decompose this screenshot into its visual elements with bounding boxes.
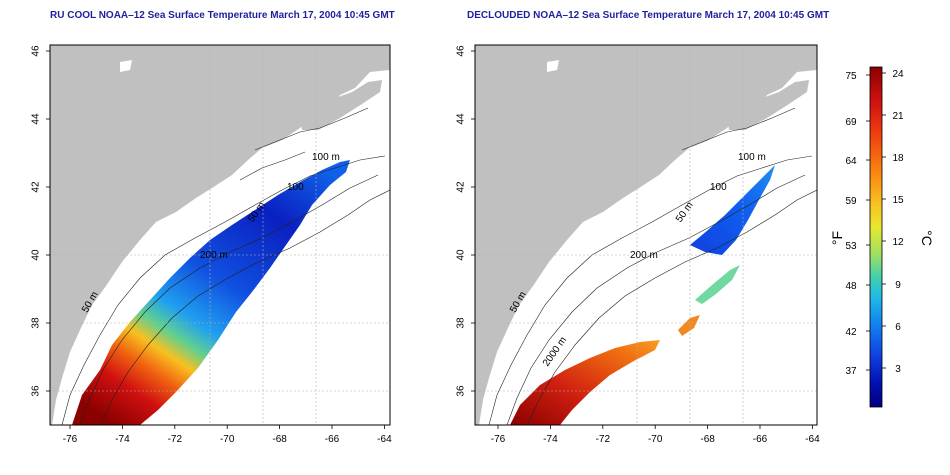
- right-sst-south: [510, 340, 660, 425]
- colorbar-f-label: 59: [845, 196, 857, 207]
- colorbar-f-label: 48: [845, 281, 857, 292]
- left-y-tick-label: 36: [31, 385, 42, 397]
- left-x-tick-label: -76: [63, 434, 78, 445]
- colorbar-f-label: 69: [845, 117, 857, 128]
- right-sst-green: [695, 265, 740, 304]
- right-lake: [547, 60, 559, 72]
- right-y-tick-label: 46: [456, 45, 467, 57]
- right-y-tick-label: 42: [456, 181, 467, 193]
- left-grid: [50, 45, 390, 425]
- right-y-tick-label: 36: [456, 385, 467, 397]
- left-map-panel: 100 m 100 50 m 200 m 50 m: [49, 44, 391, 426]
- right-sst-mid: [678, 315, 700, 336]
- colorbar-c-label: 15: [892, 195, 904, 206]
- left-y-tick-label: 46: [31, 45, 42, 57]
- right-contour-label-1: 100 m: [738, 152, 766, 163]
- left-x-tick-label: -68: [272, 434, 287, 445]
- right-y-tick-label: 38: [456, 317, 467, 329]
- left-x-tick-label: -64: [377, 434, 392, 445]
- colorbar-gradient: [869, 66, 883, 408]
- right-x-tick-label: -72: [596, 434, 611, 445]
- left-sst-swath: [72, 160, 350, 425]
- left-x-tick-label: -74: [115, 434, 130, 445]
- right-bay: [682, 160, 707, 182]
- colorbar: °F °C 75 69 64 59 53 48 42 37 24 21 18 15 12 9 6 3: [829, 66, 935, 408]
- left-contour-label-2: 100: [287, 182, 304, 193]
- left-y-tick-label: 40: [31, 249, 42, 261]
- left-bathymetry-contours: [61, 107, 390, 425]
- colorbar-c-label: 9: [895, 280, 901, 291]
- colorbar-f-label: 64: [845, 156, 857, 167]
- right-x-tick-label: -74: [543, 434, 558, 445]
- axes: -76 -74 -72 -70 -68 -66 -64 36 38 40 42 44 46 -76 -74 -…: [31, 45, 820, 445]
- colorbar-f-label: 37: [845, 366, 857, 377]
- right-x-tick-label: -76: [491, 434, 506, 445]
- colorbar-f-label: 42: [845, 327, 857, 338]
- left-y-tick-label: 44: [31, 113, 42, 125]
- left-bay: [255, 160, 280, 182]
- left-contour-label-1: 100 m: [312, 152, 340, 163]
- right-y-tick-label: 44: [456, 113, 467, 125]
- unit-fahrenheit: °F: [829, 231, 845, 245]
- right-grid: [475, 45, 817, 425]
- colorbar-c-label: 3: [895, 364, 901, 375]
- left-lake: [120, 60, 132, 72]
- right-map-frame: [474, 44, 818, 426]
- left-land: [50, 45, 390, 425]
- right-x-tick-label: -68: [700, 434, 715, 445]
- left-panel-title: RU COOL NOAA–12 Sea Surface Temperature …: [50, 10, 395, 21]
- colorbar-c-label: 12: [892, 237, 904, 248]
- left-x-tick-label: -66: [325, 434, 340, 445]
- right-land: [475, 45, 817, 425]
- unit-celsius: °C: [919, 230, 935, 246]
- left-y-tick-label: 38: [31, 317, 42, 329]
- right-sst-north: [690, 165, 775, 255]
- left-x-tick-label: -72: [168, 434, 183, 445]
- colorbar-c-label: 24: [892, 69, 904, 80]
- colorbar-f-label: 75: [845, 71, 857, 82]
- right-x-tick-label: -66: [753, 434, 768, 445]
- right-map-panel: 100 m 100 50 m 200 m 50 m 2000 m: [474, 44, 818, 426]
- right-x-tick-label: -70: [648, 434, 663, 445]
- left-contour-label-4: 200 m: [200, 250, 228, 261]
- right-contour-label-2: 100: [710, 182, 727, 193]
- right-bathymetry-contours: [488, 107, 817, 425]
- colorbar-c-label: 21: [892, 111, 904, 122]
- left-nova-scotia: [300, 80, 382, 130]
- colorbar-c-label: 18: [892, 153, 904, 164]
- left-x-tick-label: -70: [220, 434, 235, 445]
- right-y-tick-label: 40: [456, 249, 467, 261]
- colorbar-c-label: 6: [895, 322, 901, 333]
- right-contour-label-4: 200 m: [630, 250, 658, 261]
- right-x-tick-label: -64: [805, 434, 820, 445]
- right-panel-title: DECLOUDED NOAA–12 Sea Surface Temperatur…: [467, 10, 830, 21]
- left-y-tick-label: 42: [31, 181, 42, 193]
- right-nova-scotia: [727, 80, 809, 130]
- colorbar-f-label: 53: [845, 241, 857, 252]
- left-map-frame: [49, 44, 391, 426]
